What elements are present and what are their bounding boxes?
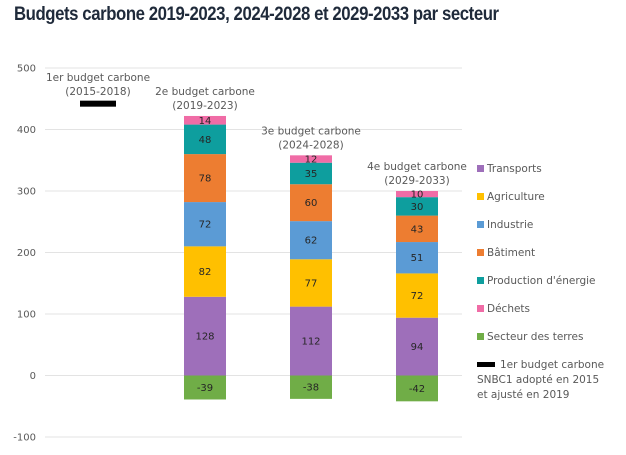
reference-marker-group: 1er budget carbone (2015-2018) bbox=[46, 72, 150, 107]
legend-swatch bbox=[477, 362, 495, 367]
data-label: 60 bbox=[305, 198, 318, 209]
category-label: 4e budget carbone bbox=[367, 161, 467, 173]
bar-segment bbox=[290, 162, 332, 185]
bar-segment bbox=[396, 197, 438, 216]
bar-segment bbox=[290, 259, 332, 307]
category-label: (2024-2028) bbox=[278, 139, 343, 151]
y-tick-label: 0 bbox=[30, 371, 36, 382]
data-label: 30 bbox=[411, 202, 424, 213]
data-label: 48 bbox=[199, 135, 212, 146]
y-tick-label: 200 bbox=[17, 248, 36, 259]
data-label: 94 bbox=[411, 342, 424, 353]
category-label: (2019-2023) bbox=[172, 100, 237, 112]
bars: 128 82 72 78 48 14 -39 112 77 62 60 35 12 -38 94 72 51 43… bbox=[184, 116, 438, 402]
y-tick-label: -100 bbox=[13, 433, 36, 444]
data-label: 77 bbox=[305, 278, 318, 289]
category-label: 2e budget carbone bbox=[155, 86, 255, 98]
bar-segment bbox=[184, 296, 226, 376]
bar-segment bbox=[184, 202, 226, 247]
legend-label: Transports bbox=[486, 163, 542, 175]
bar-segment bbox=[396, 375, 438, 402]
category-label: (2029-2033) bbox=[384, 175, 449, 187]
data-label: 62 bbox=[305, 236, 318, 247]
legend-swatch bbox=[477, 333, 484, 340]
bar-segment bbox=[396, 273, 438, 318]
data-label: 112 bbox=[301, 337, 320, 348]
reference-label: (2015-2018) bbox=[65, 86, 130, 98]
data-label: -39 bbox=[197, 383, 213, 394]
legend-label: Agriculture bbox=[487, 191, 545, 203]
data-label: 82 bbox=[199, 267, 212, 278]
legend-item: Production d'énergie bbox=[477, 275, 596, 287]
bar-segment bbox=[396, 215, 438, 243]
legend: Transports Agriculture Industrie Bâtiment Pr… bbox=[477, 163, 604, 401]
legend-label: et ajusté en 2019 bbox=[477, 389, 569, 401]
legend-label: Secteur des terres bbox=[487, 331, 583, 343]
data-label: -42 bbox=[409, 384, 425, 395]
reference-marker bbox=[80, 100, 116, 107]
legend-swatch bbox=[477, 277, 484, 284]
bar-segment bbox=[290, 221, 332, 260]
y-axis-ticks: 500 400 300 200 100 0 -100 bbox=[13, 64, 36, 444]
data-label: 12 bbox=[305, 155, 318, 166]
data-label: 78 bbox=[199, 174, 212, 185]
legend-item: 1er budget carbone SNBC1 adopté en 2015 et… bbox=[477, 359, 604, 401]
legend-item: Déchets bbox=[477, 303, 530, 315]
legend-item: Transports bbox=[477, 163, 542, 175]
data-label: 14 bbox=[199, 116, 212, 127]
y-tick-label: 500 bbox=[17, 64, 36, 75]
data-label: 128 bbox=[195, 332, 214, 343]
bar-segment bbox=[396, 191, 438, 198]
category-annotations: 2e budget carbone (2019-2023) 3e budget ca… bbox=[155, 86, 467, 187]
bar-segment bbox=[184, 124, 226, 155]
data-label: -38 bbox=[303, 383, 319, 394]
bar-segment bbox=[184, 246, 226, 297]
legend-label: Production d'énergie bbox=[487, 275, 596, 287]
legend-swatch bbox=[477, 165, 484, 172]
y-tick-label: 400 bbox=[17, 125, 36, 136]
category-label: 3e budget carbone bbox=[261, 125, 361, 137]
bar-segment bbox=[290, 184, 332, 222]
legend-swatch bbox=[477, 249, 484, 256]
legend-label: Industrie bbox=[487, 219, 533, 231]
bar-segment bbox=[290, 155, 332, 163]
reference-label: 1er budget carbone bbox=[46, 72, 150, 84]
legend-item: Bâtiment bbox=[477, 247, 535, 259]
legend-item: Industrie bbox=[477, 219, 533, 231]
legend-label: Bâtiment bbox=[487, 247, 535, 259]
data-label: 72 bbox=[199, 220, 212, 231]
data-label: 10 bbox=[411, 190, 424, 201]
chart-title: Budgets carbone 2019-2023, 2024-2028 et … bbox=[14, 3, 499, 25]
data-label: 35 bbox=[305, 169, 318, 180]
legend-item: Secteur des terres bbox=[477, 331, 583, 343]
gridlines bbox=[45, 67, 462, 438]
legend-swatch bbox=[477, 193, 484, 200]
y-tick-label: 100 bbox=[17, 310, 36, 321]
legend-label: Déchets bbox=[487, 303, 530, 315]
bar-segment bbox=[396, 317, 438, 376]
legend-label: 1er budget carbone bbox=[500, 359, 604, 371]
legend-item: Agriculture bbox=[477, 191, 545, 203]
bar-segment bbox=[290, 306, 332, 376]
bar-segment bbox=[184, 115, 226, 125]
y-tick-label: 300 bbox=[17, 187, 36, 198]
bar-segment bbox=[290, 375, 332, 399]
data-label: 72 bbox=[411, 291, 424, 302]
bar-segment bbox=[184, 154, 226, 203]
data-label: 51 bbox=[411, 253, 424, 264]
bar-stack: 128 82 72 78 48 14 -39 bbox=[184, 116, 226, 400]
bar-segment bbox=[184, 375, 226, 400]
legend-swatch bbox=[477, 221, 484, 228]
legend-label: SNBC1 adopté en 2015 bbox=[477, 374, 599, 386]
bar-stack: 112 77 62 60 35 12 -38 bbox=[290, 155, 332, 399]
bar-segment bbox=[396, 242, 438, 274]
legend-swatch bbox=[477, 305, 484, 312]
data-label: 43 bbox=[411, 224, 424, 235]
